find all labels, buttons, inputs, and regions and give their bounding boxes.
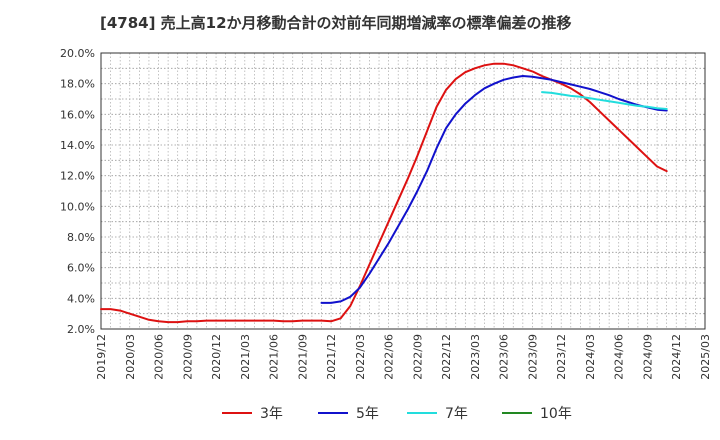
x-tick-label: 2023/09 xyxy=(526,334,539,380)
y-tick-label: 16.0% xyxy=(60,108,95,121)
x-tick-label: 2023/06 xyxy=(498,334,511,380)
series-line-3年 xyxy=(100,62,668,324)
x-tick-label: 2020/09 xyxy=(181,334,194,380)
chart-title: [4784] 売上高12か月移動合計の対前年同期増減率の標準偏差の推移 xyxy=(100,14,572,32)
y-tick-label: 4.0% xyxy=(67,292,95,305)
x-tick-label: 2022/06 xyxy=(383,334,396,380)
x-tick-label: 2020/03 xyxy=(124,334,137,380)
x-tick-label: 2021/09 xyxy=(296,334,309,380)
series-line-5年 xyxy=(320,75,668,304)
y-tick-label: 12.0% xyxy=(60,170,95,183)
grid-lines xyxy=(101,53,705,329)
x-tick-label: 2023/12 xyxy=(555,334,568,380)
x-tick-label: 2024/06 xyxy=(613,334,626,380)
plot-border xyxy=(100,52,706,330)
x-tick-label: 2021/03 xyxy=(239,334,252,380)
y-tick-label: 8.0% xyxy=(67,231,95,244)
legend-label-3年: 3年 xyxy=(260,406,283,422)
legend-label-5年: 5年 xyxy=(356,406,379,422)
y-tick-label: 2.0% xyxy=(67,323,95,336)
series-lines xyxy=(100,62,668,324)
x-tick-label: 2023/03 xyxy=(469,334,482,380)
x-tick-label: 2022/09 xyxy=(411,334,424,380)
legend-label-7年: 7年 xyxy=(445,406,468,422)
y-tick-label: 18.0% xyxy=(60,78,95,91)
x-tick-label: 2024/09 xyxy=(641,334,654,380)
x-tick-label: 2020/06 xyxy=(153,334,166,380)
x-tick-label: 2022/03 xyxy=(354,334,367,380)
legend: 3年 5年 7年 10年 xyxy=(222,406,572,422)
x-tick-label: 2024/03 xyxy=(584,334,597,380)
y-tick-label: 14.0% xyxy=(60,139,95,152)
x-tick-label: 2021/06 xyxy=(268,334,281,380)
x-tick-label: 2021/12 xyxy=(325,334,338,380)
x-tick-label: 2019/12 xyxy=(95,334,108,380)
x-axis-ticks: 2019/12 2020/03 2020/06 2020/09 2020/12 2021/… xyxy=(95,334,712,380)
x-tick-label: 2024/12 xyxy=(670,334,683,380)
y-tick-label: 6.0% xyxy=(67,262,95,275)
y-axis-ticks: 2.0% 4.0% 6.0% 8.0% 10.0% 12.0% 14.0% 16.0% 18.0… xyxy=(60,47,95,336)
x-tick-label: 2022/12 xyxy=(440,334,453,380)
series-line-7年 xyxy=(541,91,668,110)
x-tick-label: 2025/03 xyxy=(699,334,712,380)
y-tick-label: 10.0% xyxy=(60,200,95,213)
y-tick-label: 20.0% xyxy=(60,47,95,60)
legend-label-10年: 10年 xyxy=(540,406,572,422)
x-tick-label: 2020/12 xyxy=(210,334,223,380)
